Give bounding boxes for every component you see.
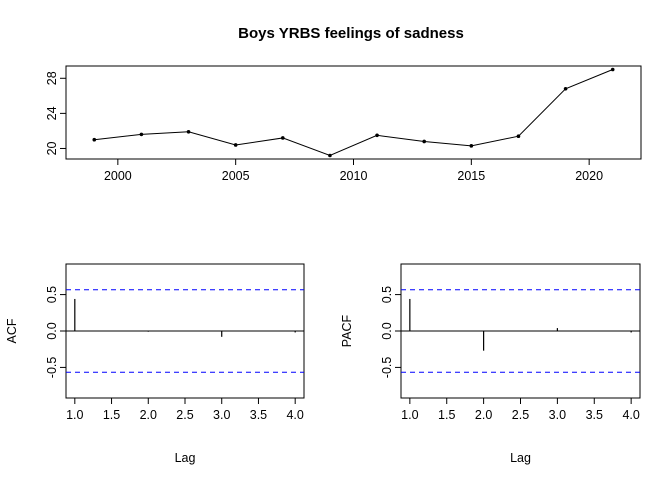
y-axis-tick-label: 0.5	[380, 286, 394, 303]
x-axis-tick-label: 2.0	[140, 408, 157, 422]
x-axis-tick-label: 1.5	[438, 408, 455, 422]
x-axis-tick-label: 2015	[457, 169, 485, 183]
y-axis-tick-label: -0.5	[380, 357, 394, 379]
x-axis-tick-label: 2020	[575, 169, 603, 183]
y-axis-tick-label: 0.0	[380, 322, 394, 339]
data-point	[186, 130, 191, 134]
x-axis-tick-label: 3.5	[250, 408, 267, 422]
x-axis-tick-label: 2.0	[475, 408, 492, 422]
y-axis-label: ACF	[5, 318, 19, 343]
x-axis-tick-label: 1.0	[401, 408, 418, 422]
x-axis-tick-label: 2000	[104, 169, 132, 183]
data-point	[375, 133, 379, 138]
time-series-panel: Boys YRBS feelings of sadness 2000 2005 20…	[45, 25, 642, 183]
x-axis-tick-label: 4.0	[622, 408, 639, 422]
x-axis-tick-label: 1.0	[66, 408, 83, 422]
data-point	[563, 87, 568, 91]
y-axis-tick-label: 0.5	[45, 286, 59, 303]
data-point	[610, 67, 615, 72]
acf-panel: 1.0 1.5 2.0 2.5 3.0 3.5 4.0 -0.5 0.0 0.5 Lag ACF	[5, 263, 305, 465]
data-point	[469, 144, 474, 148]
y-axis-tick-label: 24	[45, 106, 59, 120]
x-axis-tick-label: 3.0	[213, 408, 230, 422]
data-point	[233, 143, 238, 147]
x-axis-tick-label: 2010	[340, 169, 368, 183]
data-point	[328, 153, 332, 158]
pacf-panel: 1.0 1.5 2.0 2.5 3.0 3.5 4.0 -0.5 0.0 0.5 Lag PACF	[340, 263, 641, 465]
data-point	[92, 137, 97, 142]
y-axis-tick-label: -0.5	[45, 357, 59, 379]
x-axis-label: Lag	[175, 451, 196, 465]
x-axis-tick-label: 2.5	[176, 408, 193, 422]
data-point	[281, 136, 285, 140]
y-axis-tick-label: 28	[45, 71, 59, 85]
x-axis-tick-label: 3.5	[586, 408, 603, 422]
data-point	[139, 132, 144, 137]
x-axis-tick-label: 1.5	[103, 408, 120, 422]
series-line	[94, 69, 613, 157]
y-axis-tick-label: 0.0	[45, 322, 59, 339]
x-axis-label: Lag	[510, 451, 531, 465]
data-point	[422, 139, 426, 144]
y-axis-label: PACF	[340, 314, 354, 347]
x-axis-tick-label: 2005	[222, 169, 250, 183]
data-point	[516, 134, 521, 138]
x-axis-tick-label: 3.0	[549, 408, 566, 422]
x-axis-tick-label: 4.0	[286, 408, 303, 422]
x-axis-tick-label: 2.5	[512, 408, 529, 422]
y-axis-tick-label: 20	[45, 141, 59, 155]
chart-title: Boys YRBS feelings of sadness	[238, 25, 464, 42]
